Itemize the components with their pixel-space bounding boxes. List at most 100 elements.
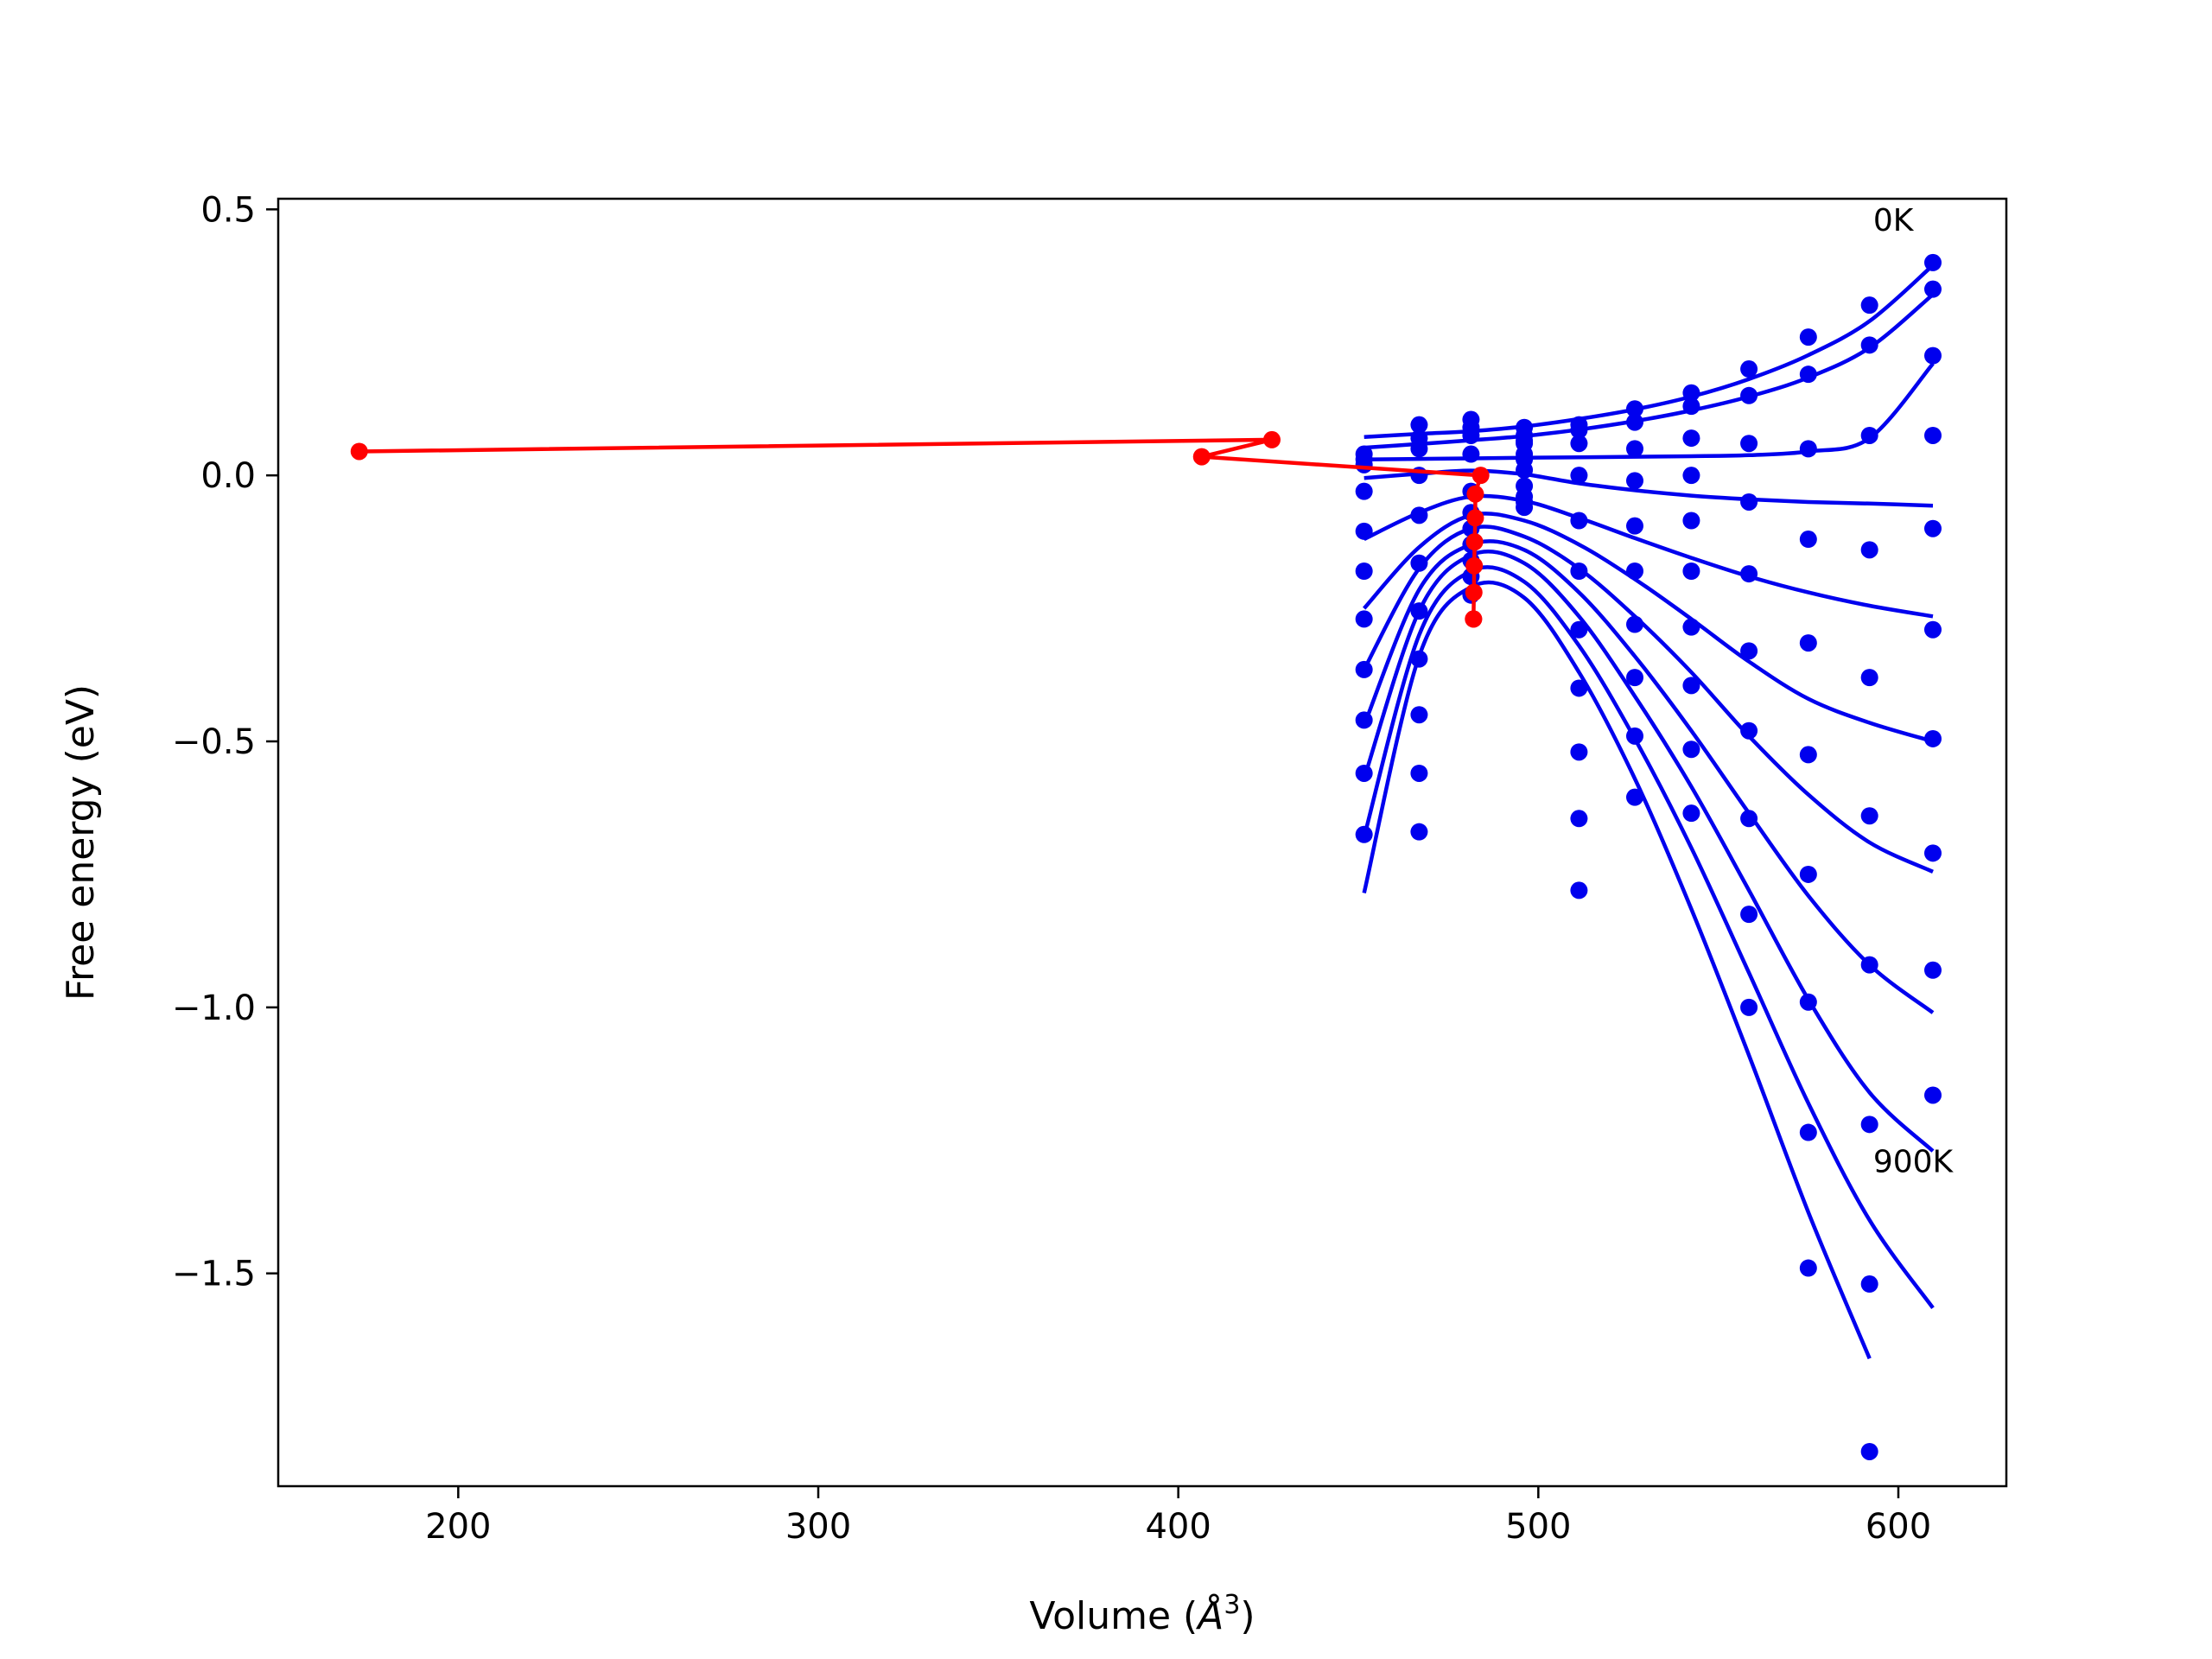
data-point [1626, 517, 1643, 535]
data-point [1355, 562, 1373, 580]
data-point [1626, 400, 1643, 418]
data-points [1355, 253, 1942, 1460]
data-point [1740, 435, 1758, 453]
data-point [1570, 512, 1588, 530]
data-point [1799, 993, 1817, 1011]
x-axis-label-main: Volume ( [1029, 1594, 1198, 1638]
data-point [1626, 788, 1643, 806]
data-point [1462, 426, 1480, 444]
data-point [1924, 1086, 1942, 1104]
fit-curve-4 [1363, 493, 1934, 619]
data-point [1410, 823, 1428, 841]
data-point [1860, 296, 1878, 315]
data-point [1410, 650, 1428, 668]
x-tick-label: 500 [1505, 1507, 1571, 1547]
data-point [1626, 669, 1643, 687]
y-axis-label: Free energy (eV) [59, 684, 103, 1001]
data-point [1626, 562, 1643, 580]
data-point [1740, 565, 1758, 583]
data-point [1682, 397, 1700, 416]
x-tick-label: 200 [425, 1507, 491, 1547]
data-point [1682, 467, 1700, 485]
minima-point [1192, 448, 1211, 466]
data-point [1570, 467, 1588, 485]
data-point [1924, 729, 1942, 747]
data-point [1626, 615, 1643, 633]
y-tick-label: −0.5 [172, 722, 256, 762]
minima-point [1263, 430, 1281, 448]
plot-area [278, 199, 2006, 1486]
minima-point [1465, 533, 1484, 551]
data-point [1924, 426, 1942, 444]
data-point [1462, 445, 1480, 463]
data-point [1570, 810, 1588, 828]
y-tick-label: −1.5 [172, 1255, 256, 1294]
data-point [1682, 804, 1700, 823]
data-point [1740, 493, 1758, 511]
x-axis: 200 300 400 500 600 [425, 1486, 1931, 1547]
data-point [1410, 706, 1428, 724]
data-point [1682, 741, 1700, 759]
data-point [1516, 461, 1534, 480]
annotation-0k: 0K [1873, 203, 1915, 238]
fit-curve-3 [1363, 468, 1934, 508]
data-point [1570, 421, 1588, 439]
data-point [1626, 727, 1643, 745]
data-point [1355, 764, 1373, 782]
data-point [1682, 512, 1700, 530]
minima-point [350, 442, 368, 461]
data-point [1410, 416, 1428, 434]
data-point [1682, 429, 1700, 448]
data-point [1570, 435, 1588, 453]
x-tick-label: 400 [1145, 1507, 1211, 1547]
data-point [1799, 865, 1817, 883]
data-point [1924, 346, 1942, 365]
data-point [1924, 253, 1942, 271]
minima-path [350, 430, 1490, 628]
data-point [1740, 360, 1758, 378]
data-point [1410, 602, 1428, 620]
data-point [1516, 477, 1534, 495]
data-point [1799, 1123, 1817, 1141]
data-point [1626, 472, 1643, 490]
data-point [1570, 743, 1588, 761]
data-point [1740, 642, 1758, 660]
data-point [1682, 562, 1700, 580]
x-axis-label: Volume (Å3) [1029, 1590, 1255, 1638]
minima-point [1465, 610, 1483, 628]
x-axis-label-sup: 3 [1224, 1590, 1240, 1620]
fit-curve-8 [1362, 549, 1935, 1153]
data-point [1799, 328, 1817, 346]
data-point [1410, 764, 1428, 782]
data-point [1570, 620, 1588, 639]
fit-curve-9 [1362, 565, 1935, 1310]
data-point [1355, 522, 1373, 540]
y-axis: 0.5 0.0 −0.5 −1.0 −1.5 [172, 190, 278, 1294]
x-axis-label-unit: Å [1195, 1592, 1224, 1638]
data-point [1740, 998, 1758, 1016]
y-tick-label: 0.0 [200, 456, 256, 496]
data-point [1682, 618, 1700, 636]
data-point [1740, 906, 1758, 924]
data-point [1570, 562, 1588, 580]
minima-point [1466, 485, 1484, 503]
data-point [1799, 365, 1817, 384]
data-point [1860, 956, 1878, 974]
data-point [1799, 531, 1817, 549]
data-point [1516, 445, 1534, 463]
data-point [1860, 541, 1878, 559]
data-point [1860, 1442, 1878, 1460]
minima-point [1465, 583, 1483, 601]
data-point [1355, 660, 1373, 678]
data-point [1924, 961, 1942, 979]
data-point [1570, 881, 1588, 899]
fit-curve-10 [1362, 580, 1872, 1360]
data-point [1799, 634, 1817, 652]
data-point [1924, 620, 1942, 639]
minima-line [359, 437, 1484, 620]
data-point [1740, 721, 1758, 740]
data-point [1860, 1116, 1878, 1134]
data-point [1799, 440, 1817, 458]
x-tick-label: 300 [785, 1507, 851, 1547]
